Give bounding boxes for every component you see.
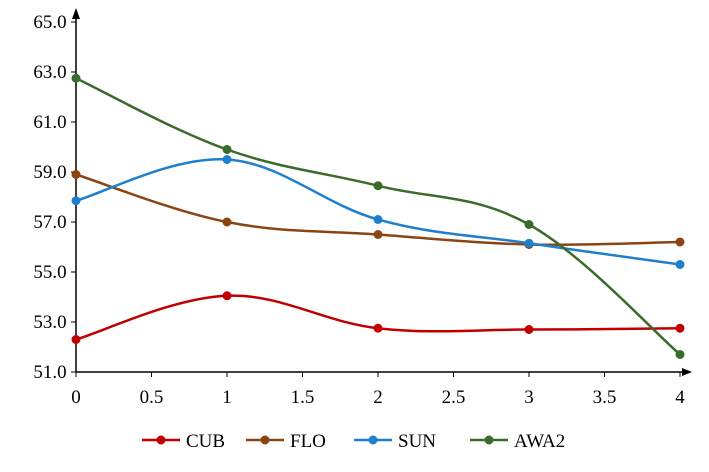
data-point-awa2 bbox=[524, 220, 534, 229]
y-axis-arrow bbox=[72, 8, 80, 19]
series-line-sun bbox=[75, 158, 681, 266]
legend: CUB FLO SUN AWA2 bbox=[142, 431, 565, 452]
legend-label: AWA2 bbox=[514, 431, 565, 452]
data-point-awa2 bbox=[222, 145, 232, 154]
series-awa2 bbox=[71, 73, 685, 359]
y-tick-label: 55.0 bbox=[33, 262, 66, 283]
x-tick-label: 0.5 bbox=[140, 387, 164, 408]
data-point-sun bbox=[373, 215, 383, 224]
data-point-sun bbox=[675, 260, 685, 269]
x-tick-label: 2.5 bbox=[442, 387, 466, 408]
y-tick-label: 51.0 bbox=[33, 362, 66, 383]
y-tick-label: 59.0 bbox=[33, 162, 66, 183]
legend-label: FLO bbox=[290, 431, 326, 452]
legend-label: SUN bbox=[398, 431, 436, 452]
legend-item-awa2: AWA2 bbox=[470, 431, 565, 452]
data-point-sun bbox=[222, 155, 232, 164]
x-tick-label: 3 bbox=[524, 387, 534, 408]
legend-item-flo: FLO bbox=[246, 431, 326, 452]
data-point-cub bbox=[71, 335, 81, 344]
data-point-sun bbox=[71, 196, 81, 206]
series-line-cub bbox=[75, 294, 681, 341]
y-tick-label: 65.0 bbox=[33, 12, 66, 33]
data-point-cub bbox=[524, 325, 534, 334]
data-point-flo bbox=[373, 230, 383, 239]
data-point-awa2 bbox=[675, 350, 685, 359]
legend-swatch-marker bbox=[368, 435, 378, 445]
x-tick-label: 1.5 bbox=[291, 387, 315, 408]
data-point-flo bbox=[675, 237, 685, 247]
legend-swatch-marker bbox=[484, 435, 494, 445]
series-sun bbox=[71, 155, 685, 269]
x-axis-arrow bbox=[682, 368, 692, 376]
legend-label: CUB bbox=[186, 431, 225, 452]
legend-item-cub: CUB bbox=[142, 431, 225, 452]
legend-swatch-marker bbox=[156, 435, 166, 445]
data-point-cub bbox=[675, 323, 685, 333]
x-tick-label: 2 bbox=[373, 387, 383, 408]
data-point-cub bbox=[373, 323, 383, 333]
y-tick-label: 63.0 bbox=[33, 62, 66, 83]
x-tick-label: 3.5 bbox=[593, 387, 617, 408]
legend-swatch-marker bbox=[260, 435, 270, 445]
series-cub bbox=[71, 291, 685, 344]
data-point-flo bbox=[71, 170, 81, 179]
series-layer bbox=[71, 73, 685, 359]
data-point-sun bbox=[524, 238, 534, 248]
y-tick-label: 57.0 bbox=[33, 212, 66, 233]
data-point-flo bbox=[222, 217, 232, 227]
x-tick-label: 0 bbox=[71, 387, 81, 408]
y-tick-label: 61.0 bbox=[33, 112, 66, 133]
x-tick-label: 4 bbox=[675, 387, 685, 408]
data-point-awa2 bbox=[71, 73, 81, 83]
data-point-cub bbox=[222, 291, 232, 301]
axes: 51.0 53.0 55.0 57.0 59.0 61.0 63.0 65.0 0 0.5 1 1.5… bbox=[33, 8, 692, 408]
x-tick-label: 1 bbox=[222, 387, 232, 408]
legend-item-sun: SUN bbox=[354, 431, 436, 452]
data-point-awa2 bbox=[373, 181, 383, 191]
y-tick-label: 53.0 bbox=[33, 312, 66, 333]
